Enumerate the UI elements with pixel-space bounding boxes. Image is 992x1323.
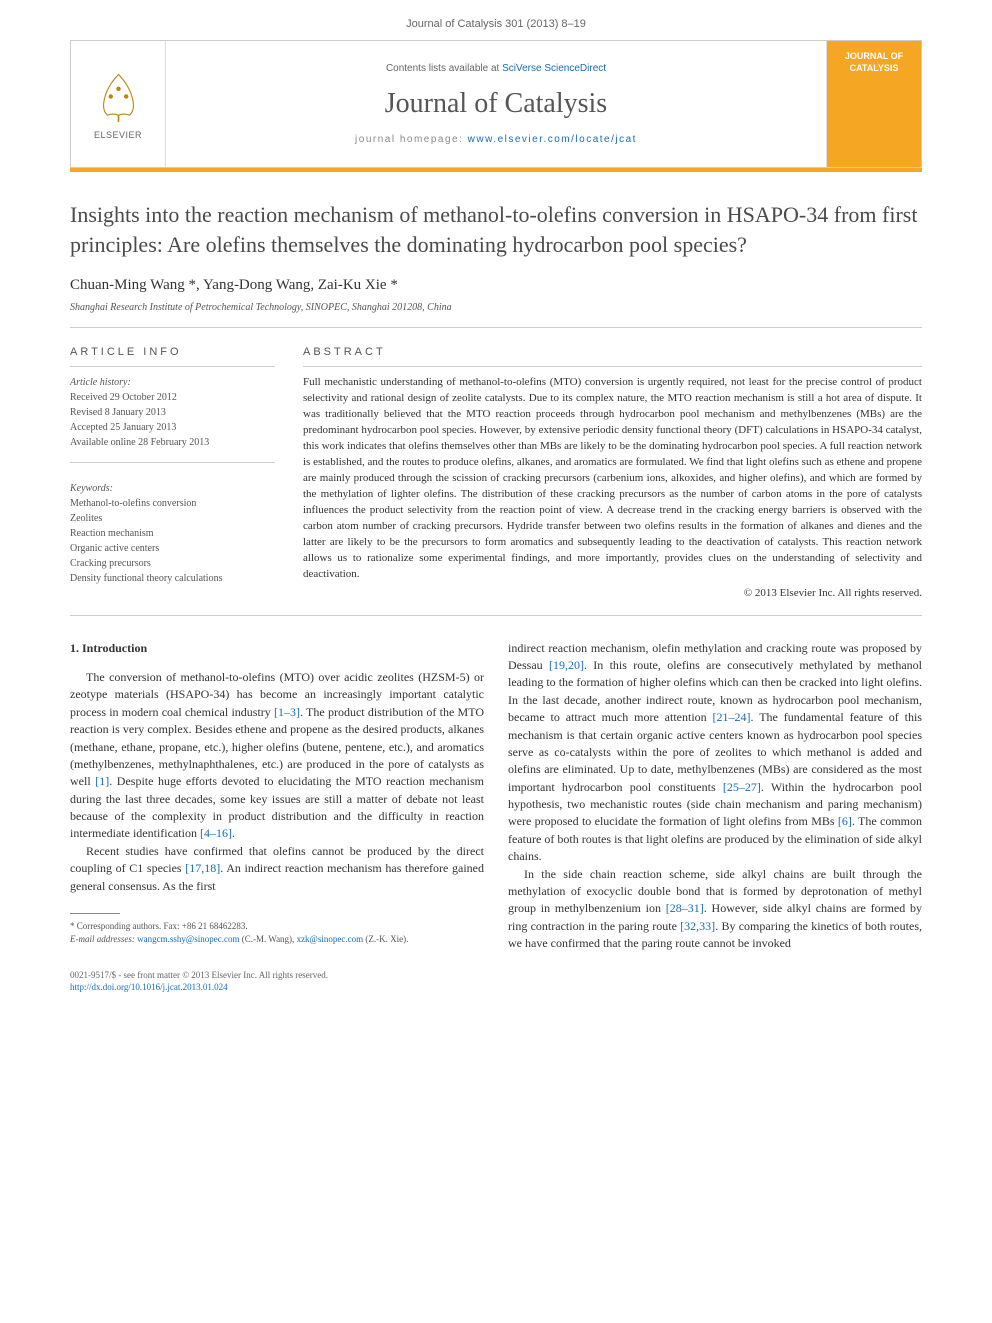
email-who: (Z.-K. Xie). <box>363 934 408 944</box>
keyword: Zeolites <box>70 511 275 526</box>
info-label: ARTICLE INFO <box>70 346 275 367</box>
keyword: Methanol-to-olefins conversion <box>70 496 275 511</box>
keyword: Density functional theory calculations <box>70 571 275 586</box>
body-text: . <box>232 826 235 840</box>
history-label: Article history: <box>70 375 275 390</box>
paragraph: indirect reaction mechanism, olefin meth… <box>508 640 922 866</box>
article-title: Insights into the reaction mechanism of … <box>70 200 922 259</box>
ref-link[interactable]: [1] <box>95 774 109 788</box>
homepage-prefix: journal homepage: <box>355 134 468 145</box>
homepage-line: journal homepage: www.elsevier.com/locat… <box>355 134 637 145</box>
journal-banner: ELSEVIER Contents lists available at Sci… <box>70 40 922 168</box>
keyword: Cracking precursors <box>70 556 275 571</box>
ref-link[interactable]: [4–16] <box>200 826 232 840</box>
abstract-block: ABSTRACT Full mechanistic understanding … <box>303 346 922 598</box>
keywords-block: Keywords: Methanol-to-olefins conversion… <box>70 481 275 586</box>
revised-date: Revised 8 January 2013 <box>70 405 275 420</box>
affiliation: Shanghai Research Institute of Petrochem… <box>70 302 922 313</box>
email-label: E-mail addresses: <box>70 934 137 944</box>
authors: Chuan-Ming Wang *, Yang-Dong Wang, Zai-K… <box>70 277 922 294</box>
paragraph: In the side chain reaction scheme, side … <box>508 866 922 953</box>
ref-link[interactable]: [32,33] <box>680 919 715 933</box>
abstract-text: Full mechanistic understanding of methan… <box>303 375 922 582</box>
front-matter: 0021-9517/$ - see front matter © 2013 El… <box>70 969 922 982</box>
info-abstract-row: ARTICLE INFO Article history: Received 2… <box>70 346 922 598</box>
paragraph: Recent studies have confirmed that olefi… <box>70 843 484 895</box>
ref-link[interactable]: [25–27] <box>723 780 761 794</box>
homepage-link[interactable]: www.elsevier.com/locate/jcat <box>468 134 637 145</box>
contents-prefix: Contents lists available at <box>386 63 502 74</box>
ref-link[interactable]: [1–3] <box>274 705 300 719</box>
section-heading: 1. Introduction <box>70 640 484 657</box>
contents-line: Contents lists available at SciVerse Sci… <box>386 63 606 74</box>
email-line: E-mail addresses: wangcm.sshy@sinopec.co… <box>70 933 484 946</box>
email-link[interactable]: wangcm.sshy@sinopec.com <box>137 934 239 944</box>
journal-name: Journal of Catalysis <box>385 88 607 120</box>
copyright: © 2013 Elsevier Inc. All rights reserved… <box>303 587 922 599</box>
ref-link[interactable]: [28–31] <box>666 901 704 915</box>
abstract-label: ABSTRACT <box>303 346 922 367</box>
received-date: Received 29 October 2012 <box>70 390 275 405</box>
mid-rule <box>70 327 922 328</box>
cover-title: JOURNAL OF CATALYSIS <box>833 51 915 74</box>
sciencedirect-link[interactable]: SciVerse ScienceDirect <box>502 63 606 74</box>
ref-link[interactable]: [6] <box>838 814 852 828</box>
elsevier-logo: ELSEVIER <box>71 41 166 167</box>
online-date: Available online 28 February 2013 <box>70 435 275 450</box>
body-col-right: indirect reaction mechanism, olefin meth… <box>508 640 922 953</box>
body-columns: 1. Introduction The conversion of methan… <box>70 640 922 953</box>
keyword: Organic active centers <box>70 541 275 556</box>
body-text: . Despite huge efforts devoted to elucid… <box>70 774 484 840</box>
ref-link[interactable]: [21–24] <box>713 710 751 724</box>
doi-link[interactable]: http://dx.doi.org/10.1016/j.jcat.2013.01… <box>70 982 228 992</box>
article-history: Article history: Received 29 October 201… <box>70 375 275 463</box>
bottom-bar: 0021-9517/$ - see front matter © 2013 El… <box>70 969 922 994</box>
header-citation: Journal of Catalysis 301 (2013) 8–19 <box>0 0 992 40</box>
tree-icon <box>91 69 146 124</box>
accepted-date: Accepted 25 January 2013 <box>70 420 275 435</box>
keywords-label: Keywords: <box>70 481 275 496</box>
elsevier-label: ELSEVIER <box>94 130 142 140</box>
full-rule <box>70 615 922 616</box>
orange-rule <box>70 168 922 172</box>
footnotes: * Corresponding authors. Fax: +86 21 684… <box>70 920 484 945</box>
paragraph: The conversion of methanol-to-olefins (M… <box>70 669 484 843</box>
journal-cover: JOURNAL OF CATALYSIS <box>826 41 921 167</box>
banner-center: Contents lists available at SciVerse Sci… <box>166 41 826 167</box>
footnote-rule <box>70 913 120 914</box>
ref-link[interactable]: [19,20] <box>549 658 584 672</box>
body-col-left: 1. Introduction The conversion of methan… <box>70 640 484 953</box>
article-info: ARTICLE INFO Article history: Received 2… <box>70 346 275 598</box>
email-who: (C.-M. Wang), <box>239 934 296 944</box>
ref-link[interactable]: [17,18] <box>185 861 220 875</box>
email-link[interactable]: xzk@sinopec.com <box>297 934 364 944</box>
corresponding-author: * Corresponding authors. Fax: +86 21 684… <box>70 920 484 933</box>
keyword: Reaction mechanism <box>70 526 275 541</box>
